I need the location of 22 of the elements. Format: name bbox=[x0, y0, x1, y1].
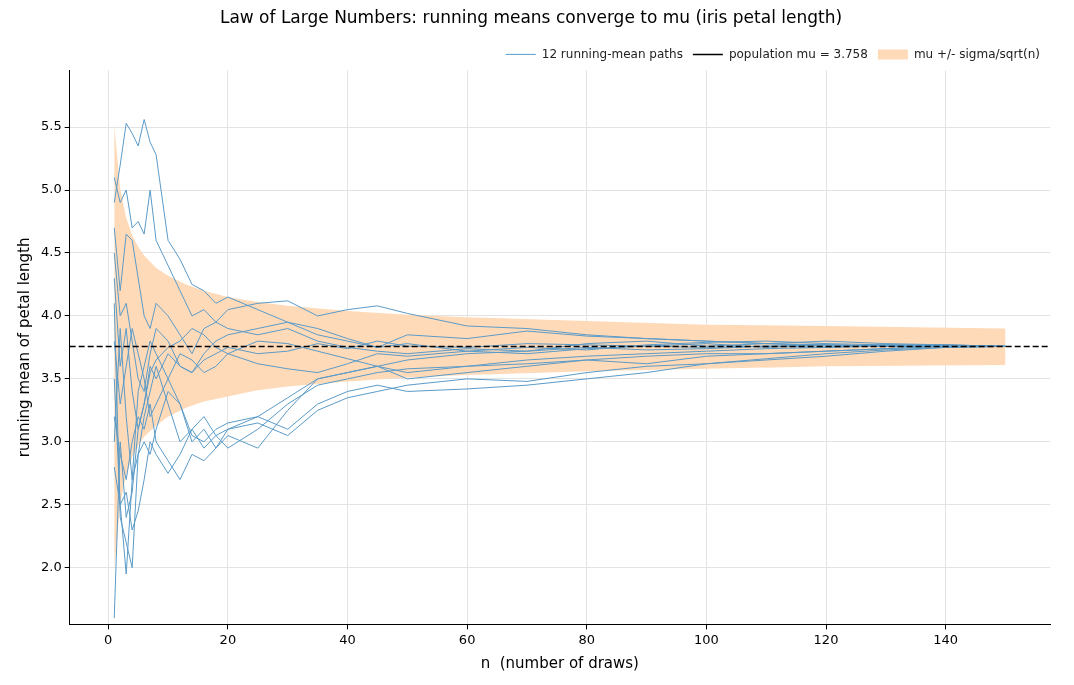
y-tick-label: 2.5 bbox=[40, 496, 62, 512]
chart-title: Law of Large Numbers: running means converge to mu (iris petal length) bbox=[219, 6, 843, 27]
x-tick-label: 100 bbox=[693, 631, 719, 647]
x-tick-label: 20 bbox=[219, 631, 237, 647]
y-axis-title: running mean of petal length bbox=[14, 237, 33, 458]
x-tick-label: 60 bbox=[458, 631, 476, 647]
x-axis-title: n (number of draws) bbox=[480, 653, 639, 672]
x-tick-label: 80 bbox=[578, 631, 596, 647]
y-tick-label: 2.0 bbox=[40, 559, 62, 575]
y-tick-label: 3.0 bbox=[40, 433, 62, 449]
y-tick-label: 5.0 bbox=[40, 181, 62, 197]
y-tick-label: 3.5 bbox=[40, 370, 62, 386]
y-tick-label: 5.5 bbox=[40, 118, 62, 134]
legend-label: population mu = 3.758 bbox=[728, 46, 868, 61]
y-tick-label: 4.0 bbox=[40, 307, 62, 323]
legend-label: 12 running-mean paths bbox=[541, 46, 683, 61]
x-tick-label: 120 bbox=[813, 631, 839, 647]
y-tick-label: 4.5 bbox=[40, 244, 62, 260]
legend-label: mu +/- sigma/sqrt(n) bbox=[913, 46, 1041, 61]
x-tick-label: 0 bbox=[104, 631, 113, 647]
x-tick-label: 40 bbox=[339, 631, 356, 647]
x-tick-label: 140 bbox=[933, 631, 959, 647]
